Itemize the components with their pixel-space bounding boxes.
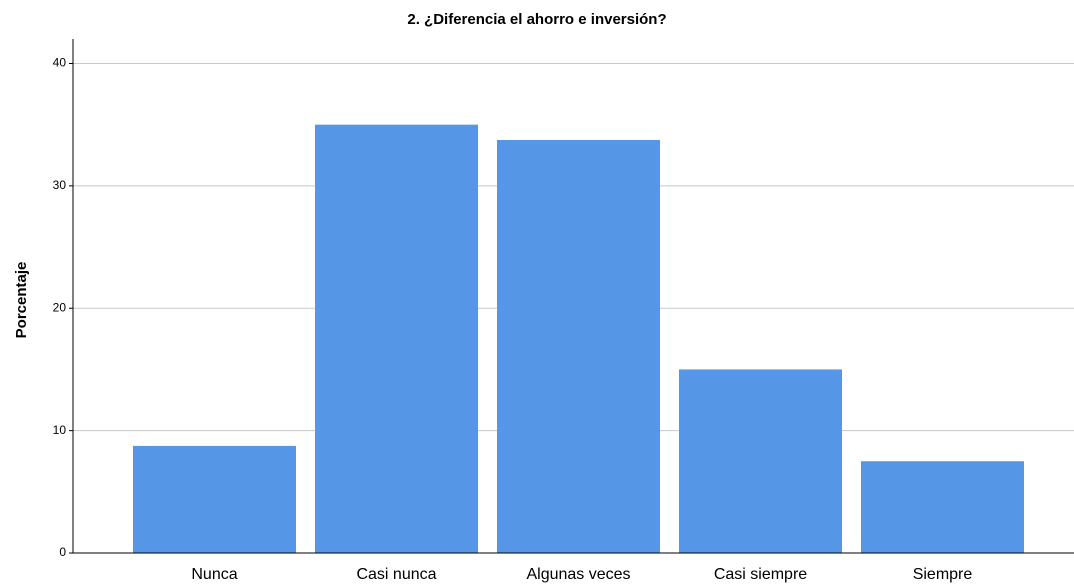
- bar: [315, 124, 478, 554]
- bar: [861, 461, 1024, 553]
- y-tick-label: 30: [53, 178, 67, 192]
- x-tick-label: Algunas veces: [526, 566, 630, 583]
- y-axis-label: Porcentaje: [13, 262, 30, 339]
- bar: [679, 369, 842, 553]
- y-tick-label: 20: [53, 300, 67, 314]
- bar: [133, 445, 296, 553]
- x-tick-label: Casi siempre: [714, 566, 807, 583]
- y-tick-label: 0: [59, 545, 66, 559]
- x-tick-label: Siempre: [913, 566, 973, 583]
- y-tick-label: 40: [53, 56, 67, 70]
- bar: [497, 139, 660, 553]
- y-tick-label: 10: [53, 423, 67, 437]
- x-tick-label: Nunca: [191, 566, 237, 583]
- chart-title: 2. ¿Diferencia el ahorro e inversión?: [407, 11, 666, 28]
- x-tick-label: Casi nunca: [356, 566, 436, 583]
